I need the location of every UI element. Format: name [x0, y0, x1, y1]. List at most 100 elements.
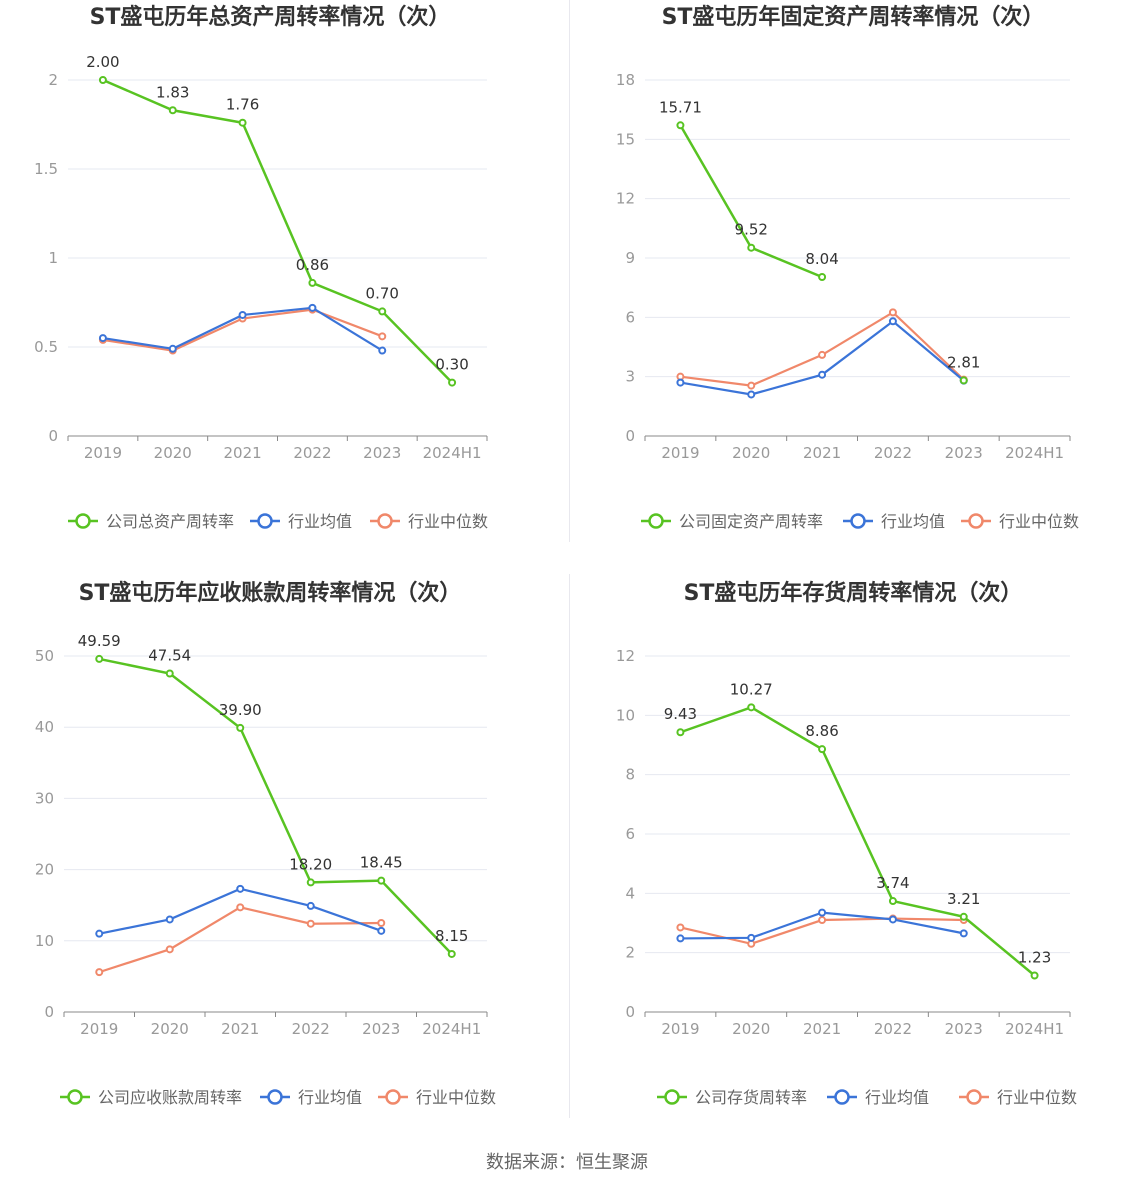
data-point[interactable] [377, 919, 386, 927]
data-point[interactable] [888, 915, 897, 924]
data-point[interactable] [98, 334, 107, 343]
data-point[interactable] [236, 723, 245, 732]
legend-item[interactable]: 行业均值 [827, 1088, 929, 1107]
data-point[interactable] [165, 945, 174, 954]
divider-top [569, 0, 570, 542]
y-tick-label: 12 [616, 190, 635, 208]
data-point[interactable] [447, 949, 456, 958]
x-tick-label: 2021 [223, 444, 261, 462]
data-label: 0.30 [435, 356, 468, 374]
data-point[interactable] [818, 908, 827, 917]
y-tick-label: 9 [625, 249, 635, 267]
data-label: 39.90 [219, 701, 262, 719]
data-point[interactable] [676, 728, 685, 737]
data-point[interactable] [818, 370, 827, 379]
data-point[interactable] [98, 76, 107, 84]
legend-item[interactable]: 行业均值 [260, 1088, 362, 1107]
data-point[interactable] [959, 929, 968, 938]
legend-marker-icon [834, 1089, 850, 1105]
data-point[interactable] [238, 118, 247, 127]
data-point[interactable] [378, 346, 387, 355]
chart-title: ST盛屯历年存货周转率情况（次） [684, 580, 1023, 606]
legend-marker-icon [257, 513, 273, 529]
data-label: 3.74 [876, 874, 909, 892]
y-tick-label: 10 [616, 706, 635, 724]
data-point[interactable] [378, 307, 387, 316]
data-point[interactable] [306, 901, 315, 910]
y-tick-label: 1 [48, 249, 58, 267]
y-tick-label: 30 [35, 789, 54, 807]
data-point[interactable] [747, 933, 756, 942]
data-label: 47.54 [148, 647, 191, 665]
data-point[interactable] [165, 915, 174, 924]
data-point[interactable] [236, 903, 245, 912]
data-point[interactable] [448, 378, 457, 387]
data-point[interactable] [747, 703, 756, 712]
data-point[interactable] [676, 923, 685, 932]
x-tick-label: 2020 [732, 444, 770, 462]
legend-item[interactable]: 公司应收账款周转率 [60, 1088, 242, 1107]
data-point[interactable] [888, 308, 897, 317]
data-point[interactable] [95, 929, 104, 938]
data-point[interactable] [747, 390, 756, 399]
series-line [98, 657, 453, 955]
legend-item[interactable]: 公司总资产周转率 [68, 512, 234, 531]
legend-item[interactable]: 公司存货周转率 [657, 1088, 807, 1107]
y-tick-label: 6 [625, 825, 635, 843]
chart-title: ST盛屯历年固定资产周转率情况（次） [662, 4, 1045, 30]
data-point[interactable] [377, 926, 386, 935]
data-point[interactable] [676, 934, 685, 943]
data-point[interactable] [676, 378, 685, 387]
data-point[interactable] [818, 916, 827, 925]
data-point[interactable] [1030, 971, 1039, 980]
data-point[interactable] [238, 310, 247, 319]
data-point[interactable] [306, 919, 315, 928]
chart-inventory-turnover: ST盛屯历年存货周转率情况（次） 0 2 4 6 8 10 12 2019 2020 2021 202… [567, 576, 1134, 1152]
legend-marker-icon [850, 513, 866, 529]
legend-item[interactable]: 行业中位数 [961, 512, 1079, 531]
data-point[interactable] [747, 243, 756, 252]
data-point[interactable] [747, 381, 756, 390]
legend-label: 行业均值 [288, 512, 352, 531]
legend-label: 行业中位数 [408, 512, 488, 531]
data-point[interactable] [95, 968, 104, 977]
data-point[interactable] [959, 912, 968, 921]
data-point[interactable] [168, 344, 177, 353]
legend-item[interactable]: 行业中位数 [378, 1088, 496, 1107]
data-label: 8.15 [435, 927, 468, 945]
data-point[interactable] [308, 303, 317, 312]
y-tick-label: 8 [625, 766, 635, 784]
data-point[interactable] [306, 878, 315, 887]
data-source: 数据来源：恒生聚源 [486, 1152, 648, 1173]
legend-item[interactable]: 行业中位数 [370, 512, 488, 531]
legend-item[interactable]: 公司固定资产周转率 [641, 512, 823, 531]
legend-item[interactable]: 行业中位数 [959, 1088, 1077, 1107]
y-tick-label: 2 [48, 71, 58, 89]
data-point[interactable] [236, 884, 245, 893]
data-label: 9.43 [664, 705, 697, 723]
data-label: 15.71 [659, 98, 702, 116]
data-point[interactable] [818, 272, 827, 281]
legend-label: 行业均值 [298, 1088, 362, 1107]
data-point[interactable] [818, 350, 827, 359]
data-point[interactable] [308, 278, 317, 287]
data-point[interactable] [888, 897, 897, 906]
data-label: 1.83 [156, 83, 189, 101]
y-tick-label: 0 [44, 1003, 54, 1021]
data-point[interactable] [168, 106, 177, 115]
data-point[interactable] [818, 745, 827, 754]
data-point[interactable] [888, 317, 897, 326]
data-point[interactable] [378, 332, 387, 341]
legend-item[interactable]: 行业均值 [250, 512, 352, 531]
x-tick-label: 2024H1 [423, 444, 482, 462]
data-point[interactable] [959, 376, 968, 385]
data-point[interactable] [95, 654, 104, 663]
data-point[interactable] [165, 669, 174, 678]
data-point[interactable] [377, 876, 386, 885]
divider-bottom [569, 574, 570, 1118]
x-tick-label: 2021 [803, 444, 841, 462]
chart-svg: ST盛屯历年应收账款周转率情况（次） 0 10 20 30 40 50 2019 2020 202… [35, 580, 496, 1107]
data-point[interactable] [676, 121, 685, 130]
chart-svg: ST盛屯历年固定资产周转率情况（次） 0 3 6 9 12 15 18 2019 2020 2021… [616, 4, 1079, 531]
legend-item[interactable]: 行业均值 [843, 512, 945, 531]
